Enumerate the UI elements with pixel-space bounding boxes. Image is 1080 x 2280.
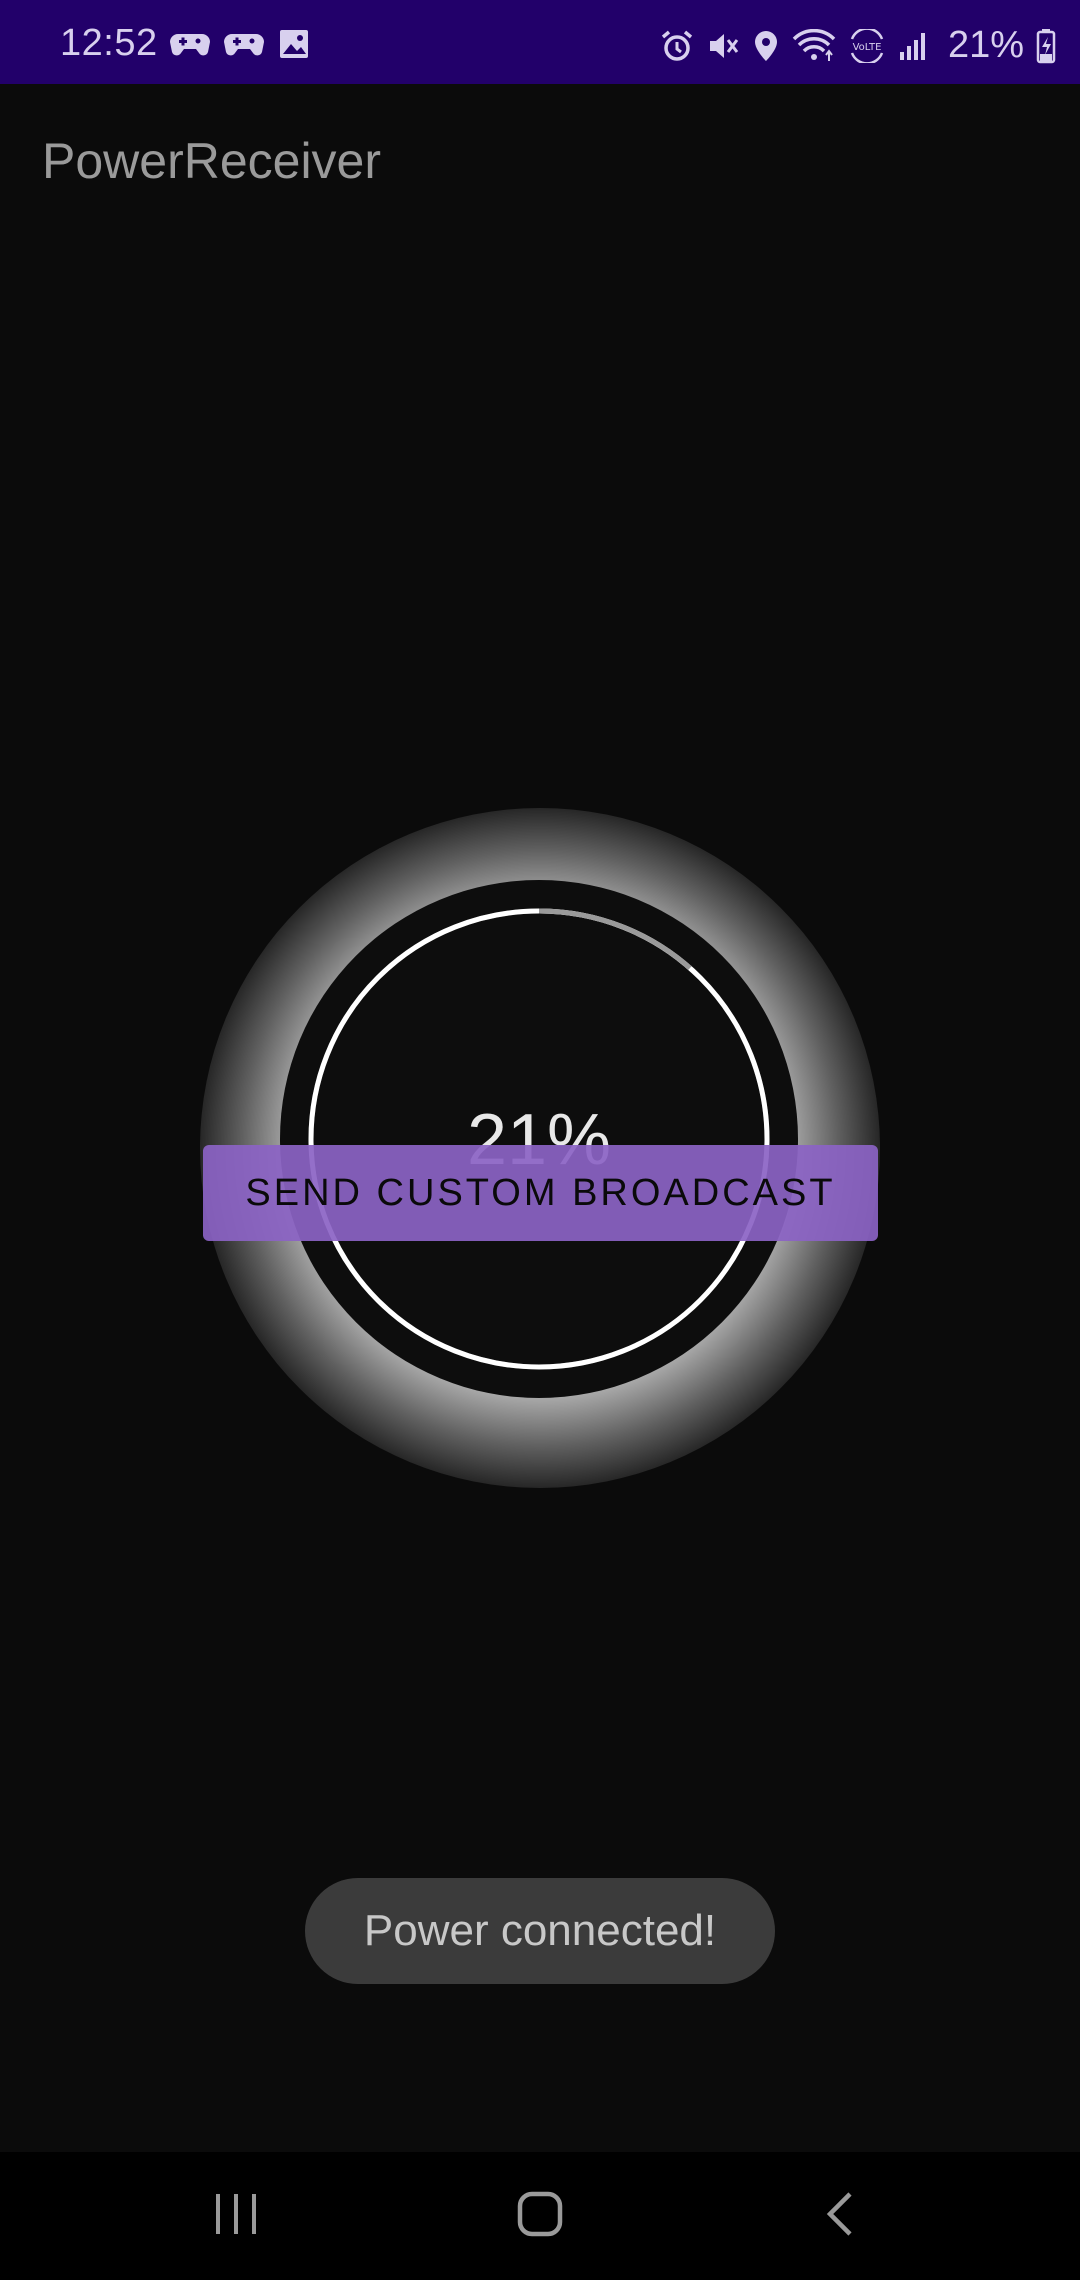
- signal-icon: [898, 30, 930, 62]
- volte-icon: VoLTE: [848, 28, 886, 63]
- battery-percent: 21%: [947, 24, 1024, 66]
- recents-icon: [212, 2192, 260, 2241]
- status-bar: 12:52 VoLTE 21%: [0, 0, 1080, 84]
- mute-icon: [706, 29, 740, 63]
- back-button[interactable]: [760, 2152, 920, 2280]
- navigation-bar: [0, 2152, 1080, 2280]
- wifi-icon: [792, 28, 836, 63]
- send-custom-broadcast-button[interactable]: SEND CUSTOM BROADCAST: [203, 1145, 878, 1241]
- battery-charging-icon: [1036, 28, 1056, 64]
- battery-dial-background: [280, 880, 798, 1398]
- alarm-icon: [660, 29, 694, 63]
- system-icons: VoLTE 21%: [660, 24, 1056, 67]
- home-button[interactable]: [460, 2152, 620, 2280]
- gamepad-icon: [224, 28, 264, 65]
- home-icon: [516, 2190, 564, 2243]
- toast-message: Power connected!: [305, 1878, 775, 1984]
- app-title: PowerReceiver: [42, 133, 382, 189]
- status-time: 12:52: [60, 22, 158, 64]
- notification-icons: [170, 28, 310, 65]
- gamepad-icon: [170, 28, 210, 65]
- recents-button[interactable]: [156, 2152, 316, 2280]
- image-icon: [278, 28, 310, 65]
- back-icon: [824, 2190, 856, 2243]
- svg-text:VoLTE: VoLTE: [853, 42, 882, 53]
- battery-ring: [308, 908, 770, 1370]
- location-icon: [752, 29, 780, 63]
